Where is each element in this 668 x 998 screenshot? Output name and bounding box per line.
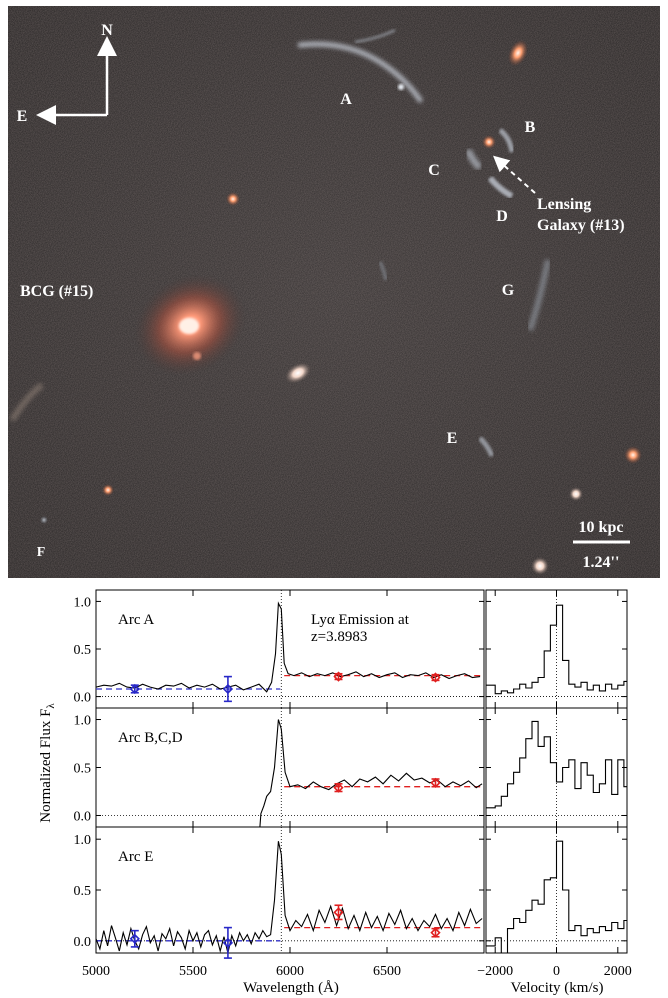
blue-point-marker [222,937,234,948]
spectrum-panel-3: 0.0 0.5 1.0 Arc E [74,826,628,959]
arc-label-d: D [496,208,508,225]
x-tick-label-velocity: −2000 [477,964,513,979]
y-tick-label: 0.5 [74,884,92,899]
lya-annotation-line2: z=3.8983 [311,629,367,645]
panel-name: Arc B,C,D [118,730,183,746]
arc-label-g: G [502,282,515,299]
red-point-marker [333,782,344,793]
x-tick-label: 5500 [179,964,207,979]
y-tick-label: 0.0 [74,809,92,824]
arc-label-e: E [447,430,458,447]
galaxy-lens [482,135,496,149]
y-axis-label-main: Normalized Flux F [38,709,54,823]
lya-annotation-line1: Lyα Emission at [311,612,410,628]
arc-d [487,176,514,199]
x-tick-label: 6000 [276,964,304,979]
arc-faint-mid [378,261,388,281]
x-tick-label-velocity: 2000 [604,964,632,979]
arc-a [297,41,423,103]
y-tick-label: 0.5 [74,643,92,658]
red-point-marker [430,777,441,788]
compass-east-label: E [17,108,28,125]
panel-name: Arc A [118,612,154,628]
y-tick-label: 0.5 [74,762,92,777]
blue-point-marker [129,933,140,944]
spectrum-panel-2: 0.0 0.5 1.0 Arc B,C,D [74,707,628,828]
arc-label-c: C [428,162,440,179]
galaxy-bright-center [285,362,311,384]
x-axis-label-velocity: Velocity (km/s) [511,980,604,996]
lensing-galaxy-label-line1: Lensing [537,196,591,213]
spectrum-line [95,601,481,693]
compass: N E [17,22,117,125]
x-tick-label-velocity: 0 [553,964,560,979]
sky-image-panel: N E A B C D G E F BCG (#15) Lensing Gala… [8,6,660,578]
compass-north-label: N [101,22,113,39]
x-axis-label-wavelength: Wavelength (Å) [243,980,339,996]
arc-e [478,436,495,457]
galaxy-bcg-companion [193,352,201,360]
wavelength-frame [95,707,485,828]
y-tick-label: 1.0 [74,714,92,729]
arc-a-knot [398,84,404,90]
scalebar-angular-label: 1.24'' [583,554,620,571]
red-point-marker [333,671,344,682]
scalebar-physical-label: 10 kpc [579,519,624,536]
arc-label-b: B [525,119,536,136]
lensing-galaxy-label-line2: Galaxy (#13) [537,217,625,234]
y-tick-label: 1.0 [74,595,92,610]
arc-g [527,259,551,331]
sky-noise [8,6,660,578]
spectrum-panel-1: 0.0 0.5 1.0 Arc A Lyα Emission atz=3.8983 [74,589,628,709]
wavelength-frame [95,826,485,954]
y-tick-label: 1.0 [74,833,92,848]
y-tick-label: 0.0 [74,691,92,706]
arc-label-f: F [37,545,46,560]
blue-point-marker [222,683,234,695]
wavelength-frame [95,589,485,709]
arc-a-faint [354,28,396,44]
velocity-profile [486,604,627,695]
red-point-marker [430,672,441,683]
velocity-profile [486,840,627,954]
galaxy-bottom-left [102,484,114,496]
arc-left-edge [9,382,44,422]
lensing-galaxy-arrow [493,155,536,194]
y-axis-label-sub: λ [45,703,57,709]
galaxy-top-right [507,39,529,67]
spectrum-line [95,841,483,954]
red-point-marker [333,907,344,918]
x-tick-label: 5000 [82,964,110,979]
galaxy-right-edge [624,446,642,464]
panel-name: Arc E [118,849,153,865]
galaxy-bottom-right [531,557,549,575]
velocity-profile [486,720,627,809]
arc-c [464,148,483,171]
bcg-label: BCG (#15) [20,283,93,300]
galaxy-small-left [226,192,240,206]
blue-point-marker [129,683,140,695]
arc-b [498,128,515,153]
bcg-core [179,318,199,334]
y-axis-label: Normalized Flux Fλ [38,703,57,823]
red-point-marker [430,927,441,938]
arc-label-a: A [340,91,352,108]
x-tick-label: 6500 [373,964,401,979]
galaxy-near-f [40,516,48,524]
spectrum-line [259,719,483,828]
galaxy-lower-right [569,487,583,501]
y-tick-label: 0.0 [74,935,92,950]
